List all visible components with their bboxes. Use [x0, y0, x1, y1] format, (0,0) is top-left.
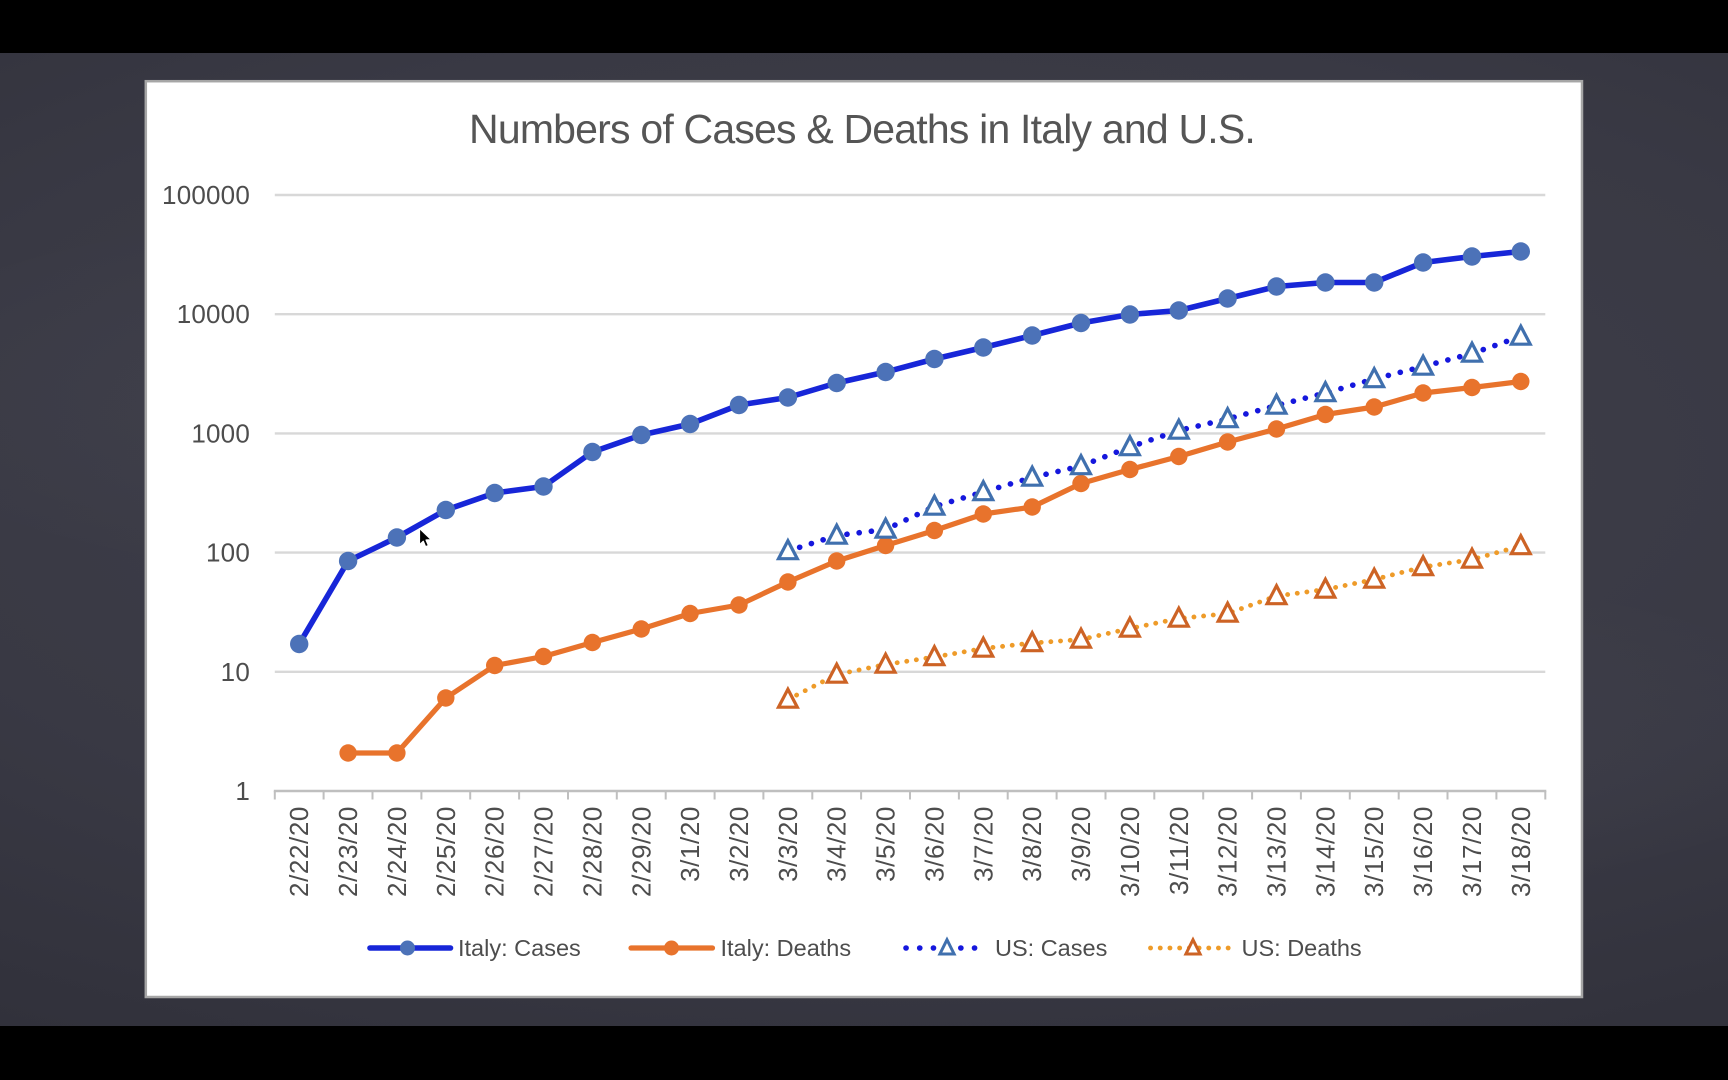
svg-text:US: Deaths: US: Deaths: [1242, 935, 1362, 961]
svg-text:3/15/20: 3/15/20: [1359, 806, 1389, 897]
svg-text:Numbers of Cases & Deaths in I: Numbers of Cases & Deaths in Italy and U…: [469, 106, 1255, 152]
svg-text:3/14/20: 3/14/20: [1310, 806, 1340, 897]
svg-text:2/27/20: 2/27/20: [529, 806, 559, 897]
svg-text:3/18/20: 3/18/20: [1506, 806, 1536, 897]
svg-text:3/10/20: 3/10/20: [1115, 806, 1145, 897]
svg-text:Italy: Cases: Italy: Cases: [458, 935, 581, 961]
svg-text:3/16/20: 3/16/20: [1408, 806, 1438, 897]
svg-text:3/1/20: 3/1/20: [675, 806, 705, 882]
svg-text:100000: 100000: [162, 180, 250, 210]
svg-text:3/17/20: 3/17/20: [1457, 806, 1487, 897]
svg-text:3/11/20: 3/11/20: [1164, 806, 1194, 895]
svg-text:3/5/20: 3/5/20: [871, 806, 901, 882]
svg-text:2/22/20: 2/22/20: [284, 806, 314, 897]
svg-text:2/26/20: 2/26/20: [480, 806, 510, 897]
svg-text:3/8/20: 3/8/20: [1017, 806, 1047, 882]
svg-text:2/23/20: 2/23/20: [333, 806, 363, 897]
svg-text:1: 1: [235, 776, 250, 806]
svg-text:3/12/20: 3/12/20: [1213, 806, 1243, 897]
svg-text:10: 10: [221, 657, 250, 687]
svg-text:3/13/20: 3/13/20: [1262, 806, 1292, 897]
svg-text:3/6/20: 3/6/20: [919, 806, 949, 882]
svg-text:3/9/20: 3/9/20: [1066, 806, 1096, 882]
svg-text:2/29/20: 2/29/20: [626, 806, 656, 897]
svg-text:3/4/20: 3/4/20: [822, 806, 852, 882]
svg-text:3/7/20: 3/7/20: [968, 806, 998, 882]
svg-text:US: Cases: US: Cases: [995, 935, 1107, 961]
svg-text:1000: 1000: [191, 418, 250, 448]
svg-text:3/3/20: 3/3/20: [773, 806, 803, 882]
svg-text:2/25/20: 2/25/20: [431, 806, 461, 897]
svg-text:2/28/20: 2/28/20: [577, 806, 607, 897]
svg-text:Italy: Deaths: Italy: Deaths: [721, 935, 852, 961]
svg-text:100: 100: [206, 538, 250, 568]
svg-text:3/2/20: 3/2/20: [724, 806, 754, 882]
svg-text:2/24/20: 2/24/20: [382, 806, 412, 897]
svg-text:10000: 10000: [177, 299, 250, 329]
